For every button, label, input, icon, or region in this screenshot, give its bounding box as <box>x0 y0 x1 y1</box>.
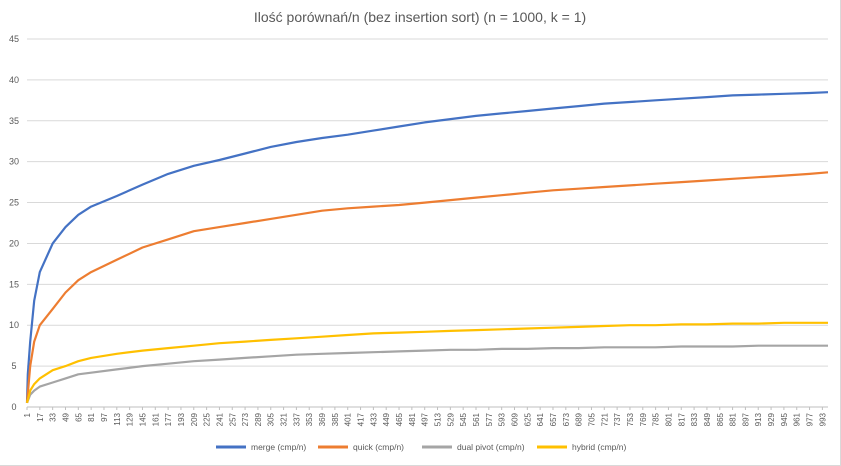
x-tick-label: 257 <box>228 412 237 426</box>
x-tick-label: 865 <box>716 412 725 426</box>
x-tick-label: 209 <box>190 412 199 426</box>
x-tick-label: 401 <box>344 412 353 426</box>
x-tick-label: 321 <box>280 412 289 426</box>
legend-label: merge (cmp/n) <box>251 442 306 452</box>
x-tick-label: 625 <box>523 412 532 426</box>
y-tick-label: 15 <box>9 279 19 289</box>
y-tick-label: 25 <box>9 198 19 208</box>
x-tick-label: 561 <box>472 412 481 426</box>
legend-label: dual pivot (cmp/n) <box>457 442 525 452</box>
x-tick-label: 817 <box>677 412 686 426</box>
y-tick-label: 20 <box>9 238 19 248</box>
x-tick-label: 337 <box>292 412 301 426</box>
x-tick-label: 305 <box>267 412 276 426</box>
x-tick-label: 689 <box>575 412 584 426</box>
x-tick-label: 417 <box>357 412 366 426</box>
y-tick-label: 40 <box>9 75 19 85</box>
y-tick-label: 45 <box>9 34 19 44</box>
x-tick-label: 513 <box>434 412 443 426</box>
x-tick-label: 801 <box>664 412 673 426</box>
x-tick-label: 113 <box>113 412 122 425</box>
x-tick-label: 961 <box>793 412 802 426</box>
x-tick-label: 929 <box>767 412 776 426</box>
x-tick-label: 241 <box>215 412 224 426</box>
x-tick-label: 97 <box>100 412 109 421</box>
x-tick-label: 673 <box>562 412 571 426</box>
x-tick-label: 65 <box>74 412 83 421</box>
x-tick-label: 17 <box>36 412 45 421</box>
x-tick-label: 33 <box>49 412 58 421</box>
x-tick-label: 785 <box>652 412 661 426</box>
x-tick-label: 849 <box>703 412 712 426</box>
x-tick-label: 593 <box>498 412 507 426</box>
x-tick-label: 577 <box>485 412 494 426</box>
x-tick-label: 721 <box>600 412 609 426</box>
x-tick-label: 913 <box>754 412 763 426</box>
x-tick-label: 529 <box>446 412 455 426</box>
x-tick-label: 641 <box>536 412 545 426</box>
x-tick-label: 433 <box>369 412 378 426</box>
series-line-1 <box>25 171 829 403</box>
legend-label: quick (cmp/n) <box>353 442 404 452</box>
x-tick-label: 881 <box>729 412 738 426</box>
y-tick-label: 10 <box>9 320 19 330</box>
x-tick-label: 609 <box>510 412 519 426</box>
x-tick-label: 465 <box>395 412 404 426</box>
series-line-3 <box>25 321 828 404</box>
x-tick-label: 769 <box>639 412 648 426</box>
x-tick-label: 369 <box>318 412 327 426</box>
x-tick-label: 945 <box>780 412 789 426</box>
x-tick-label: 353 <box>305 412 314 426</box>
x-tick-label: 545 <box>459 412 468 426</box>
x-tick-label: 273 <box>241 412 250 426</box>
x-tick-label: 225 <box>203 412 212 426</box>
x-tick-label: 993 <box>818 412 827 426</box>
y-tick-label: 5 <box>11 361 16 371</box>
x-tick-label: 497 <box>421 412 430 426</box>
x-tick-label: 161 <box>151 412 160 426</box>
legend-label: hybrid (cmp/n) <box>572 442 626 452</box>
legend: merge (cmp/n) quick (cmp/n) dual pivot (cm… <box>216 442 626 452</box>
y-axis: 0 5 10 15 20 25 30 35 40 45 <box>9 34 19 412</box>
x-tick-label: 657 <box>549 412 558 426</box>
chart-title: Ilość porównań/n (bez insertion sort) (n… <box>254 9 586 25</box>
x-tick-label: 129 <box>126 412 135 426</box>
x-tick-label: 449 <box>382 412 391 426</box>
x-tick-label: 289 <box>254 412 263 426</box>
x-tick-label: 977 <box>806 412 815 426</box>
series-line-0 <box>25 91 829 403</box>
x-tick-label: 385 <box>331 412 340 426</box>
y-tick-label: 0 <box>11 402 16 412</box>
x-tick-label: 753 <box>626 412 635 426</box>
x-tick-label: 49 <box>61 412 70 421</box>
x-tick-label: 833 <box>690 412 699 426</box>
x-tick-label: 193 <box>177 412 186 426</box>
series-line-2 <box>25 344 828 404</box>
x-tick-label: 481 <box>408 412 417 426</box>
x-axis: 1 17 33 49 65 81 97 113 129 145 161 177 193 209 225 241… <box>23 406 828 426</box>
x-tick-label: 737 <box>613 412 622 426</box>
y-tick-label: 35 <box>9 116 19 126</box>
x-tick-label: 145 <box>138 412 147 426</box>
x-tick-label: 1 <box>23 412 32 417</box>
x-tick-label: 705 <box>587 412 596 426</box>
series-lines <box>25 91 829 404</box>
x-tick-label: 897 <box>741 412 750 426</box>
x-tick-label: 81 <box>87 412 96 421</box>
x-tick-label: 177 <box>164 412 173 426</box>
y-tick-label: 30 <box>9 157 19 167</box>
